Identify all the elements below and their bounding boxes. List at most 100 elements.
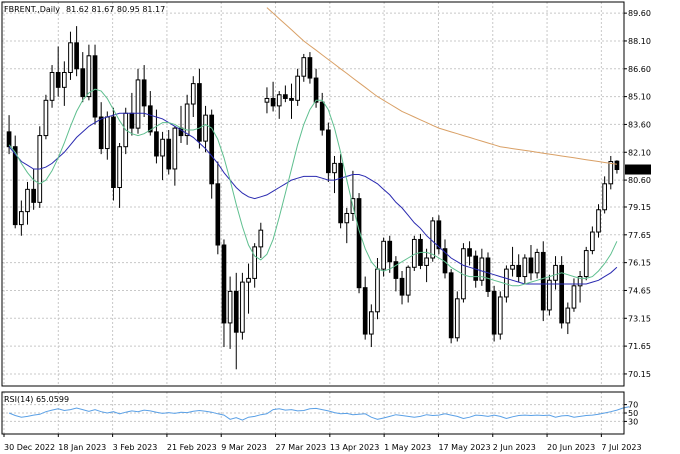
candle-body-bull xyxy=(583,250,589,278)
candle xyxy=(559,256,565,329)
main-pane-frame xyxy=(1,1,625,387)
candle xyxy=(583,246,589,281)
candle xyxy=(448,269,454,344)
candle-body-bear xyxy=(166,138,172,170)
candle xyxy=(528,245,534,281)
candle xyxy=(135,68,141,134)
y-tick-label: 82.10 xyxy=(628,148,651,157)
x-tick-label: 30 Dec 2022 xyxy=(4,443,55,452)
candle xyxy=(264,87,270,114)
y-tick-label: 85.10 xyxy=(628,93,651,102)
x-tick-label: 18 Jan 2023 xyxy=(58,443,106,452)
y-axis-ticks: 89.60 88.10 86.60 85.10 83.60 82.10 80.60 79.15… xyxy=(624,9,651,379)
candle-body-bull xyxy=(424,257,429,266)
candle-body-bull xyxy=(553,264,558,281)
candle xyxy=(25,181,30,225)
candle-body-bear xyxy=(147,105,153,133)
current-price-tag: 81.17 xyxy=(625,164,651,175)
candle-body-bear xyxy=(614,160,620,171)
candle-body-bull xyxy=(135,79,141,129)
x-tick-label: 20 Jun 2023 xyxy=(547,443,595,452)
candle-body-bull xyxy=(602,183,607,211)
candle xyxy=(338,154,343,229)
candle xyxy=(307,52,313,84)
candle xyxy=(399,270,405,305)
candle-body-bear xyxy=(221,244,227,324)
candle xyxy=(313,68,319,108)
candle-body-bull xyxy=(411,238,417,268)
candle-body-bull xyxy=(227,290,233,324)
candle-body-bear xyxy=(111,116,116,189)
candle-body-bear xyxy=(283,94,288,99)
x-tick-label: 2 Jun 2023 xyxy=(493,443,536,452)
candle-body-bear xyxy=(467,248,472,257)
chart-title: FBRENT.,Daily xyxy=(4,5,60,14)
x-tick-label: 9 Mar 2023 xyxy=(221,443,267,452)
y-tick-label: 86.60 xyxy=(628,65,651,74)
candle-body-bull xyxy=(405,266,411,296)
candle-body-bear xyxy=(313,77,319,103)
y-tick-label: 74.65 xyxy=(628,286,651,295)
candle xyxy=(68,31,73,80)
candle xyxy=(596,204,601,238)
current-price-label: 81.17 xyxy=(628,166,651,175)
rsi-tick-label: 70 xyxy=(628,401,638,410)
candle-body-bear xyxy=(74,42,79,70)
x-tick-label: 21 Feb 2023 xyxy=(167,443,217,452)
candle xyxy=(510,246,515,277)
candle xyxy=(111,107,116,201)
candle xyxy=(565,302,571,335)
y-tick-label: 77.65 xyxy=(628,231,651,240)
ma-fast-line xyxy=(8,88,618,287)
candle-body-bull xyxy=(19,211,24,226)
candle-body-bull xyxy=(596,209,601,233)
x-tick-label: 3 Feb 2023 xyxy=(113,443,158,452)
candle xyxy=(184,94,190,145)
candle-body-bear xyxy=(31,188,36,203)
candle xyxy=(381,237,386,277)
candle xyxy=(577,270,583,303)
candle xyxy=(405,265,411,303)
candle-body-bear xyxy=(528,257,534,274)
candle-body-bull xyxy=(86,55,92,98)
candle xyxy=(436,215,442,255)
candle xyxy=(55,46,61,97)
y-tick-label: 80.60 xyxy=(628,176,651,185)
candle-body-bull xyxy=(295,75,300,101)
candle xyxy=(454,291,460,342)
candle-body-bull xyxy=(332,162,337,174)
x-tick-label: 7 Jul 2023 xyxy=(601,443,641,452)
candle xyxy=(141,65,147,118)
candle xyxy=(80,52,86,103)
candle-body-bull xyxy=(252,246,258,279)
candle xyxy=(92,44,98,125)
candle-body-bear xyxy=(485,257,491,292)
candle xyxy=(608,155,614,190)
candle-body-bull xyxy=(497,296,503,335)
candle-body-bear xyxy=(270,97,276,107)
candle-body-bear xyxy=(516,264,522,278)
candle xyxy=(368,304,374,348)
candle-body-bull xyxy=(172,127,178,170)
candle xyxy=(203,105,208,153)
candle xyxy=(534,248,540,279)
candle-body-bull xyxy=(276,94,282,107)
candle-body-bear xyxy=(319,101,325,131)
candle-body-bear xyxy=(387,240,393,263)
candle xyxy=(209,109,215,199)
candle-body-bear xyxy=(209,114,215,185)
candle xyxy=(6,115,12,155)
y-tick-label: 71.65 xyxy=(628,342,651,351)
candle xyxy=(497,291,503,340)
candle-body-bear xyxy=(6,131,12,148)
candle xyxy=(276,91,282,119)
x-tick-label: 17 May 2023 xyxy=(438,443,490,452)
y-tick-label: 88.10 xyxy=(628,37,651,46)
rsi-pane-frame xyxy=(1,391,625,435)
candle-body-bull xyxy=(510,264,515,270)
candle-body-bull xyxy=(344,212,350,224)
candle xyxy=(295,68,300,106)
